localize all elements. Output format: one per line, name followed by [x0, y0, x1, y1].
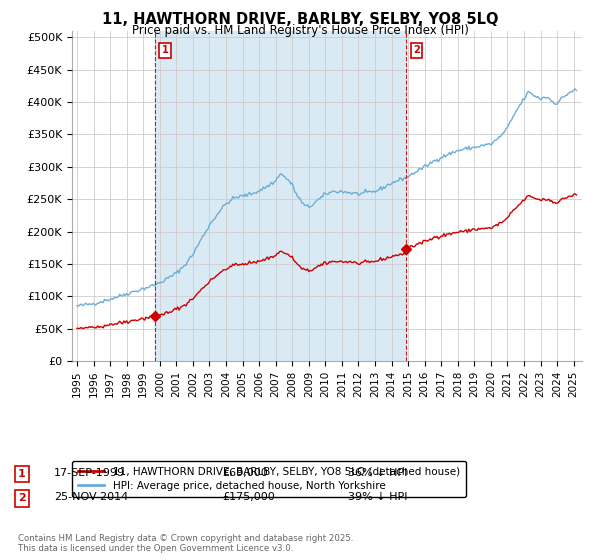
Text: 25-NOV-2014: 25-NOV-2014 — [54, 492, 128, 502]
Text: 11, HAWTHORN DRIVE, BARLBY, SELBY, YO8 5LQ: 11, HAWTHORN DRIVE, BARLBY, SELBY, YO8 5… — [102, 12, 498, 27]
Text: 1: 1 — [162, 45, 169, 55]
Text: 1: 1 — [18, 469, 26, 479]
Text: £69,000: £69,000 — [222, 468, 268, 478]
Text: £175,000: £175,000 — [222, 492, 275, 502]
Bar — [155, 31, 406, 361]
Text: 39% ↓ HPI: 39% ↓ HPI — [348, 492, 407, 502]
Text: 2: 2 — [18, 493, 26, 503]
Text: 17-SEP-1999: 17-SEP-1999 — [54, 468, 125, 478]
Text: Contains HM Land Registry data © Crown copyright and database right 2025.
This d: Contains HM Land Registry data © Crown c… — [18, 534, 353, 553]
Text: 2: 2 — [413, 45, 420, 55]
Text: 36% ↓ HPI: 36% ↓ HPI — [348, 468, 407, 478]
Legend: 11, HAWTHORN DRIVE, BARLBY, SELBY, YO8 5LQ (detached house), HPI: Average price,: 11, HAWTHORN DRIVE, BARLBY, SELBY, YO8 5… — [72, 460, 466, 497]
Text: Price paid vs. HM Land Registry's House Price Index (HPI): Price paid vs. HM Land Registry's House … — [131, 24, 469, 36]
